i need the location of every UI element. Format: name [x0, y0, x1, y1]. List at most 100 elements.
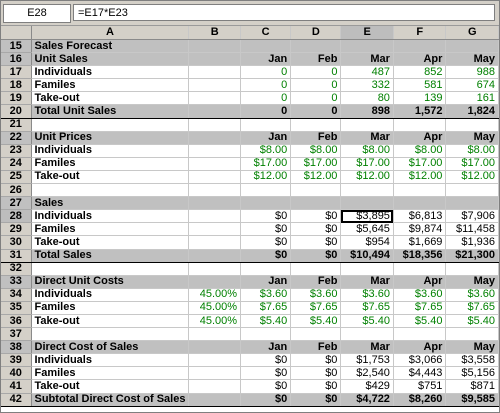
cell-c28[interactable]: $0 — [240, 209, 292, 224]
cell-e32[interactable] — [340, 262, 394, 276]
column-header-e[interactable]: E — [340, 26, 394, 40]
cell-e37[interactable] — [340, 327, 394, 342]
cell-c27[interactable] — [240, 196, 292, 211]
column-header-c[interactable]: C — [240, 26, 292, 40]
cell-e40[interactable]: $2,540 — [340, 366, 394, 381]
row-header-32[interactable]: 32 — [1, 262, 32, 276]
cell-g32[interactable] — [445, 262, 499, 276]
cell-g16[interactable]: May — [445, 52, 499, 67]
cell-c19[interactable]: 0 — [240, 91, 292, 106]
cell-d19[interactable]: 0 — [290, 91, 342, 106]
cell-d42[interactable]: $0 — [290, 392, 342, 407]
cell-c37[interactable] — [240, 327, 292, 342]
row-header-15[interactable]: 15 — [1, 39, 32, 54]
cell-c42[interactable]: $0 — [240, 392, 292, 407]
cell-e19[interactable]: 80 — [340, 91, 394, 106]
cell-e17[interactable]: 487 — [340, 65, 394, 80]
row-header-25[interactable]: 25 — [1, 170, 32, 185]
cell-g25[interactable]: $12.00 — [445, 170, 499, 185]
cell-g30[interactable]: $1,936 — [445, 235, 499, 250]
cell-a29[interactable]: Familes — [31, 222, 190, 237]
row-header-31[interactable]: 31 — [1, 248, 32, 263]
cell-d39[interactable]: $0 — [290, 353, 342, 368]
cell-d30[interactable]: $0 — [290, 235, 342, 250]
cell-g23[interactable]: $8.00 — [445, 144, 499, 158]
row-header-39[interactable]: 39 — [1, 353, 32, 368]
cell-b37[interactable] — [188, 327, 242, 342]
row-header-41[interactable]: 41 — [1, 379, 32, 394]
cell-g26[interactable] — [445, 183, 499, 198]
cell-d16[interactable]: Feb — [290, 52, 342, 67]
row-header-40[interactable]: 40 — [1, 366, 32, 381]
cell-c36[interactable]: $5.40 — [240, 314, 292, 329]
cell-e20[interactable]: 898 — [340, 104, 394, 119]
cell-f37[interactable] — [393, 327, 447, 342]
cell-c22[interactable]: Jan — [240, 131, 292, 145]
cell-b16[interactable] — [188, 52, 242, 67]
cell-b26[interactable] — [188, 183, 242, 198]
cell-a33[interactable]: Direct Unit Costs — [31, 275, 190, 289]
cell-a28[interactable]: Individuals — [31, 209, 190, 224]
cell-c20[interactable]: 0 — [240, 104, 292, 119]
cell-b23[interactable] — [188, 144, 242, 158]
cell-e29[interactable]: $5,645 — [340, 222, 394, 237]
row-header-17[interactable]: 17 — [1, 65, 32, 80]
cell-c16[interactable]: Jan — [240, 52, 292, 67]
cell-g24[interactable]: $17.00 — [445, 157, 499, 171]
cell-g20[interactable]: 1,824 — [445, 104, 499, 119]
cell-g33[interactable]: May — [445, 275, 499, 289]
cell-a34[interactable]: Individuals — [31, 288, 190, 302]
cell-e30[interactable]: $954 — [340, 235, 394, 250]
cell-b35[interactable]: 45.00% — [188, 301, 242, 315]
cell-g42[interactable]: $9,585 — [445, 392, 499, 407]
cell-g31[interactable]: $21,300 — [445, 248, 499, 263]
cell-c35[interactable]: $7.65 — [240, 301, 292, 315]
cell-c25[interactable]: $12.00 — [240, 170, 292, 185]
cell-g21[interactable] — [445, 118, 499, 132]
cell-d26[interactable] — [290, 183, 342, 198]
cell-e18[interactable]: 332 — [340, 78, 394, 93]
cell-c32[interactable] — [240, 262, 292, 276]
row-header-18[interactable]: 18 — [1, 78, 32, 93]
cell-f18[interactable]: 581 — [393, 78, 447, 93]
cell-f25[interactable]: $12.00 — [393, 170, 447, 185]
cell-b24[interactable] — [188, 157, 242, 171]
cell-f26[interactable] — [393, 183, 447, 198]
cell-a25[interactable]: Take-out — [31, 170, 190, 185]
row-header-38[interactable]: 38 — [1, 340, 32, 355]
cell-f29[interactable]: $9,874 — [393, 222, 447, 237]
cell-f15[interactable] — [393, 39, 447, 54]
cell-a36[interactable]: Take-out — [31, 314, 190, 329]
cell-b31[interactable] — [188, 248, 242, 263]
cell-e21[interactable] — [340, 118, 394, 132]
row-header-19[interactable]: 19 — [1, 91, 32, 106]
cell-d25[interactable]: $12.00 — [290, 170, 342, 185]
cell-b17[interactable] — [188, 65, 242, 80]
cell-c26[interactable] — [240, 183, 292, 198]
cell-d32[interactable] — [290, 262, 342, 276]
cell-a30[interactable]: Take-out — [31, 235, 190, 250]
cell-a20[interactable]: Total Unit Sales — [31, 104, 190, 119]
cell-d21[interactable] — [290, 118, 342, 132]
cell-c17[interactable]: 0 — [240, 65, 292, 80]
cell-b40[interactable] — [188, 366, 242, 381]
row-header-27[interactable]: 27 — [1, 196, 32, 211]
cell-b32[interactable] — [188, 262, 242, 276]
cell-c34[interactable]: $3.60 — [240, 288, 292, 302]
cell-a19[interactable]: Take-out — [31, 91, 190, 106]
cell-e41[interactable]: $429 — [340, 379, 394, 394]
cell-g35[interactable]: $7.65 — [445, 301, 499, 315]
cell-e34[interactable]: $3.60 — [340, 288, 394, 302]
cell-b19[interactable] — [188, 91, 242, 106]
cell-e42[interactable]: $4,722 — [340, 392, 394, 407]
row-header-33[interactable]: 33 — [1, 275, 32, 289]
cell-d15[interactable] — [290, 39, 342, 54]
row-header-34[interactable]: 34 — [1, 288, 32, 302]
cell-f39[interactable]: $3,066 — [393, 353, 447, 368]
cell-e38[interactable]: Mar — [340, 340, 394, 355]
row-header-36[interactable]: 36 — [1, 314, 32, 329]
cell-a32[interactable] — [31, 262, 190, 276]
cell-b21[interactable] — [188, 118, 242, 132]
cell-f17[interactable]: 852 — [393, 65, 447, 80]
cell-f27[interactable] — [393, 196, 447, 211]
